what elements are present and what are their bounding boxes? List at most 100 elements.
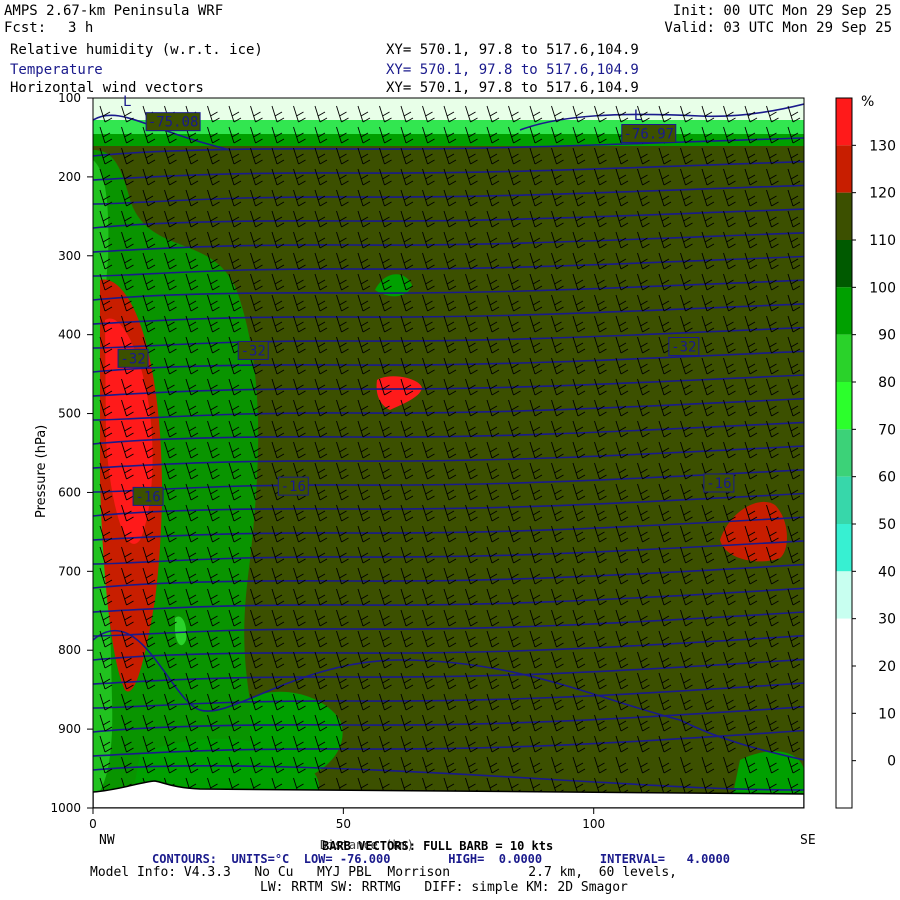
barb-flag xyxy=(296,426,304,432)
wind-barb xyxy=(594,357,607,375)
wind-barb xyxy=(121,609,134,627)
colorbar-tick-label: 60 xyxy=(878,470,896,486)
barb-flag xyxy=(618,342,627,348)
barb-flag xyxy=(341,726,349,732)
barb-flag xyxy=(382,216,390,222)
barb-flag xyxy=(298,747,306,753)
barb-shaft xyxy=(185,252,192,270)
barb-flag xyxy=(511,741,519,747)
barb-shaft xyxy=(164,147,170,165)
barb-flag xyxy=(642,621,650,627)
wind-barb xyxy=(357,735,371,753)
barb-flag xyxy=(339,531,347,537)
barb-flag xyxy=(126,285,134,291)
wind-barb xyxy=(529,609,543,627)
wind-barb xyxy=(164,441,177,459)
wind-barb xyxy=(271,525,285,543)
barb-flag xyxy=(317,657,326,663)
wind-barb xyxy=(615,693,629,711)
barb-flag xyxy=(231,174,240,180)
wind-barb xyxy=(422,714,435,732)
barb-flag xyxy=(425,216,433,222)
barb-flag xyxy=(427,684,435,690)
barb-flag xyxy=(403,111,412,117)
wind-barb xyxy=(207,147,220,165)
barb-flag xyxy=(532,321,541,327)
barb-flag xyxy=(577,747,586,753)
barb-shaft xyxy=(142,126,149,144)
barb-flag xyxy=(597,552,605,558)
barb-shaft xyxy=(185,630,192,648)
barb-shaft xyxy=(443,609,450,627)
barb-flag xyxy=(167,510,175,516)
barb-flag xyxy=(425,321,433,327)
barb-shaft xyxy=(400,672,407,690)
temperature-contour xyxy=(93,630,804,761)
wind-barb xyxy=(357,294,371,312)
barb-shaft xyxy=(250,525,256,543)
barb-shaft xyxy=(379,504,385,522)
barb-flag xyxy=(362,474,371,480)
colorbar-tick-label: 70 xyxy=(878,422,896,438)
barb-flag xyxy=(532,720,541,726)
barb-flag xyxy=(169,159,177,165)
wind-barb xyxy=(422,126,435,144)
barb-flag xyxy=(233,432,242,438)
barb-shaft xyxy=(99,294,106,312)
wind-barb xyxy=(551,525,564,543)
barb-flag xyxy=(188,405,197,411)
wind-barb xyxy=(400,273,414,291)
barb-flag xyxy=(362,306,371,312)
wind-barb xyxy=(443,273,457,291)
wind-barb xyxy=(99,651,113,669)
barb-flag xyxy=(556,747,564,753)
barb-flag xyxy=(427,558,435,564)
barb-flag xyxy=(554,237,562,243)
barb-flag xyxy=(126,537,134,543)
wind-barb xyxy=(228,735,242,753)
barb-flag xyxy=(491,348,500,354)
barb-flag xyxy=(427,201,435,207)
barb-shaft xyxy=(99,609,106,627)
barb-flag xyxy=(575,174,584,180)
barb-flag xyxy=(640,762,648,768)
barb-flag xyxy=(556,285,564,291)
barb-flag xyxy=(470,243,478,249)
wind-barb xyxy=(185,273,199,291)
barb-shaft xyxy=(551,210,557,228)
barb-flag xyxy=(317,594,326,600)
barb-flag xyxy=(620,222,629,228)
barb-flag xyxy=(620,768,629,774)
barb-shaft xyxy=(250,210,256,228)
barb-flag xyxy=(405,726,414,732)
barb-shaft xyxy=(250,441,256,459)
barb-shaft xyxy=(250,462,256,480)
barb-shaft xyxy=(615,714,622,732)
wind-barb xyxy=(164,168,177,186)
wind-barb xyxy=(551,504,564,522)
barb-shaft xyxy=(486,504,493,522)
wind-barb xyxy=(185,567,199,585)
barb-flag xyxy=(599,558,607,564)
barb-flag xyxy=(384,768,392,774)
wind-barb xyxy=(615,588,629,606)
barb-shaft xyxy=(465,672,471,690)
barb-shaft xyxy=(271,630,278,648)
barb-flag xyxy=(276,306,285,312)
barb-shaft xyxy=(271,609,278,627)
wind-barb xyxy=(99,420,113,438)
wind-barb xyxy=(443,420,457,438)
barb-shaft xyxy=(336,462,342,480)
barb-shaft xyxy=(637,420,643,438)
barb-shaft xyxy=(228,567,235,585)
barb-flag xyxy=(102,111,111,117)
wind-barb xyxy=(228,441,242,459)
barb-flag xyxy=(147,390,156,396)
barb-flag xyxy=(663,306,672,312)
barb-shaft xyxy=(228,462,235,480)
barb-flag xyxy=(448,180,457,186)
barb-shaft xyxy=(185,567,192,585)
wind-barb xyxy=(443,378,457,396)
barb-shaft xyxy=(572,546,579,564)
wind-barb xyxy=(400,756,414,774)
